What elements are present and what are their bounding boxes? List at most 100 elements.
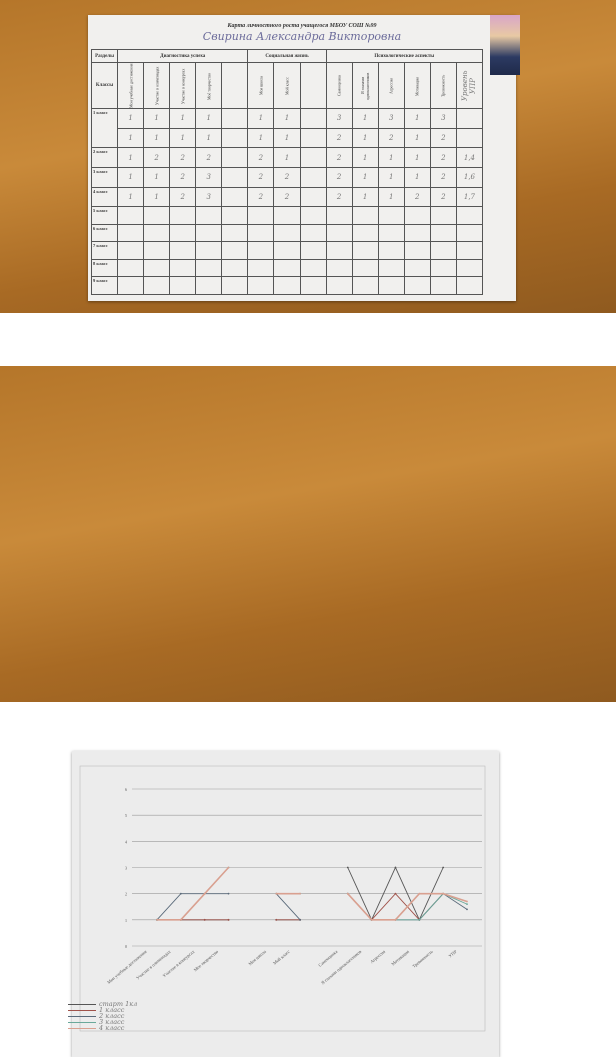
table-cell bbox=[299, 223, 327, 243]
table-cell bbox=[403, 241, 431, 260]
column-header: Моя школа bbox=[247, 62, 274, 109]
table-cell: 2 bbox=[273, 186, 301, 208]
table-cell bbox=[143, 258, 171, 278]
student-name: Свирина Александра Викторовна bbox=[202, 30, 402, 43]
table-cell: 1 bbox=[403, 167, 431, 188]
table-cell bbox=[455, 223, 484, 243]
table-cell: 1 bbox=[143, 186, 171, 208]
table-cell: 3 bbox=[377, 108, 405, 129]
table-cell bbox=[117, 206, 145, 225]
table-cell: 3 bbox=[195, 167, 223, 188]
legend-swatch bbox=[68, 1015, 96, 1017]
table-cell bbox=[299, 186, 327, 208]
row-label: 3 класс bbox=[90, 167, 119, 188]
table-cell: 1 bbox=[273, 108, 301, 129]
table-row: 7 класс bbox=[90, 241, 484, 260]
table-cell bbox=[299, 206, 327, 225]
table-cell: 2 bbox=[143, 147, 171, 169]
table-cell bbox=[429, 223, 457, 243]
data-point bbox=[466, 908, 468, 911]
table-cell: 1 bbox=[247, 127, 275, 149]
student-photo bbox=[490, 15, 520, 75]
x-tick-label: Мотивация bbox=[390, 949, 410, 967]
table-cell: 1 bbox=[377, 147, 405, 169]
data-point bbox=[203, 892, 206, 895]
table-cell bbox=[273, 241, 301, 260]
data-point bbox=[394, 866, 397, 869]
y-tick-label: 0 bbox=[125, 944, 127, 949]
section-header: Диагностика успеха bbox=[117, 48, 249, 64]
x-tick-label: Тревожность bbox=[411, 949, 433, 969]
table-cell: 1 bbox=[403, 127, 431, 149]
legend-label: 4 класс bbox=[99, 1024, 125, 1032]
table-cell bbox=[221, 258, 249, 278]
table-cell bbox=[221, 276, 249, 295]
row-label: 1 класс bbox=[90, 108, 119, 149]
photo-progress-chart: 0 1 2 3 4 5 6 Мои учебные достижения Участие в о… bbox=[0, 366, 616, 1057]
row-label: 6 класс bbox=[90, 223, 119, 243]
data-point bbox=[299, 892, 301, 895]
table-cell: 1 bbox=[195, 108, 223, 129]
data-point bbox=[418, 918, 421, 921]
table-cell bbox=[117, 241, 145, 260]
series-line bbox=[156, 893, 468, 921]
row-label: 2 класс bbox=[90, 147, 119, 169]
table-cell bbox=[143, 276, 171, 295]
table-cell: 1 bbox=[351, 127, 379, 149]
table-cell: 1 bbox=[117, 186, 145, 208]
y-tick-label: 4 bbox=[125, 839, 127, 844]
y-tick-label: 5 bbox=[125, 813, 127, 818]
table-cell: 2 bbox=[247, 167, 275, 188]
data-point bbox=[299, 918, 301, 921]
table-cell: 1 bbox=[403, 108, 431, 129]
row-label: 7 класс bbox=[90, 241, 119, 260]
data-point bbox=[418, 892, 421, 895]
column-header: Я глазами одноклассников bbox=[352, 62, 379, 109]
table-cell bbox=[273, 276, 301, 295]
table-cell bbox=[221, 108, 249, 129]
table-cell: 1 bbox=[117, 127, 145, 149]
table-cell: 2 bbox=[325, 186, 353, 208]
table-cell bbox=[455, 108, 484, 129]
data-point bbox=[275, 892, 278, 895]
header-sections: Разделы bbox=[90, 48, 119, 64]
column-header: Моё творчество bbox=[195, 62, 222, 109]
legend-swatch bbox=[68, 1021, 96, 1023]
column-header: Тревожность bbox=[430, 62, 457, 109]
table-cell: 1 bbox=[143, 108, 171, 129]
data-point bbox=[156, 918, 158, 921]
progress-table: Разделы Диагностика успеха Социальная жизн… bbox=[90, 48, 484, 295]
photo-progress-card: Карта личностного роста учащегося МБОУ С… bbox=[0, 0, 616, 313]
table-cell bbox=[221, 186, 249, 208]
data-point bbox=[346, 866, 349, 869]
row-label: 9 класс bbox=[90, 276, 119, 295]
table-cell bbox=[117, 276, 145, 295]
table-cell bbox=[351, 206, 379, 225]
table-cell bbox=[169, 241, 197, 260]
table-row: 3 класс 1 1 2 3 2 2 2 1 1 1 2 1,6 bbox=[90, 167, 484, 188]
table-cell bbox=[403, 258, 431, 278]
table-cell bbox=[299, 127, 327, 149]
table-cell: 2 bbox=[247, 186, 275, 208]
table-cell bbox=[169, 206, 197, 225]
chart-sheet: 0 1 2 3 4 5 6 Мои учебные достижения Участие в о… bbox=[68, 751, 499, 1057]
table-cell bbox=[325, 258, 353, 278]
y-tick-label: 6 bbox=[125, 787, 127, 792]
table-cell: 1 bbox=[377, 186, 405, 208]
table-cell: 2 bbox=[403, 186, 431, 208]
table-cell bbox=[403, 206, 431, 225]
table-cell bbox=[247, 276, 275, 295]
table-cell bbox=[221, 127, 249, 149]
row-label: 5 класс bbox=[90, 206, 119, 225]
table-cell: 2 bbox=[169, 147, 197, 169]
table-cell bbox=[195, 223, 223, 243]
table-cell bbox=[455, 127, 484, 149]
table-cell: 1 bbox=[117, 108, 145, 129]
chart-frame bbox=[79, 765, 486, 1032]
table-cell: 1 bbox=[143, 167, 171, 188]
header-classes: Классы bbox=[90, 62, 119, 110]
table-cell bbox=[351, 241, 379, 260]
table-cell bbox=[455, 276, 484, 295]
table-cell: 1 bbox=[195, 127, 223, 149]
